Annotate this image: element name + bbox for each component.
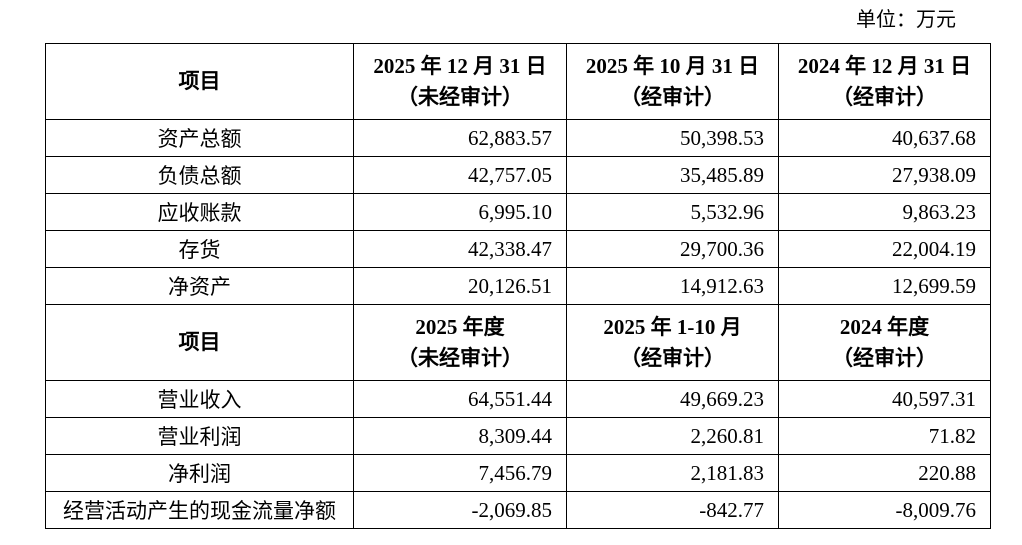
value-cell: 22,004.19 [778, 230, 991, 268]
value-cell: 40,597.31 [778, 380, 991, 418]
table-row-total-liabilities: 负债总额 42,757.05 35,485.89 27,938.09 [45, 156, 991, 194]
value-cell: 6,995.10 [353, 193, 567, 231]
value-cell: 62,883.57 [353, 119, 567, 157]
section1-col2-header-cell: 2025 年 10 月 31 日 （经审计） [566, 43, 779, 120]
period-label: 2025 年 1-10 月 [603, 314, 742, 339]
audit-status-label: （未经审计） [397, 345, 523, 370]
section1-item-header-cell: 项目 [45, 43, 354, 120]
audit-status-label: （未经审计） [397, 84, 523, 109]
value-cell: 64,551.44 [353, 380, 567, 418]
audit-status-label: （经审计） [832, 345, 937, 370]
table-row-net-operating-cash-flow: 经营活动产生的现金流量净额 -2,069.85 -842.77 -8,009.7… [45, 491, 991, 529]
row-label-cell: 净利润 [45, 454, 354, 492]
value-cell: 2,260.81 [566, 417, 779, 455]
value-cell: 7,456.79 [353, 454, 567, 492]
section2-col3-header-cell: 2024 年度 （经审计） [778, 304, 991, 381]
value-cell: 27,938.09 [778, 156, 991, 194]
unit-label: 单位：万元 [856, 9, 956, 31]
value-cell: 50,398.53 [566, 119, 779, 157]
row-label-cell: 净资产 [45, 267, 354, 305]
value-cell: 8,309.44 [353, 417, 567, 455]
value-cell: 9,863.23 [778, 193, 991, 231]
financial-summary-table: 项目 2025 年 12 月 31 日 （未经审计） 2025 年 10 月 3… [45, 43, 991, 529]
value-cell: -8,009.76 [778, 491, 991, 529]
value-cell: 42,757.05 [353, 156, 567, 194]
section1-col1-header-cell: 2025 年 12 月 31 日 （未经审计） [353, 43, 567, 120]
value-cell: 2,181.83 [566, 454, 779, 492]
value-cell: 220.88 [778, 454, 991, 492]
value-cell: 5,532.96 [566, 193, 779, 231]
period-label: 2025 年度 [415, 314, 505, 339]
period-label: 2024 年度 [839, 314, 930, 339]
section2-header-row: 项目 2025 年度 （未经审计） 2025 年 1-10 月 （经审计） 20… [45, 304, 991, 381]
table-row-total-assets: 资产总额 62,883.57 50,398.53 40,637.68 [45, 119, 991, 157]
value-cell: 71.82 [778, 417, 991, 455]
row-label-cell: 存货 [45, 230, 354, 268]
section1-col3-header-cell: 2024 年 12 月 31 日 （经审计） [778, 43, 991, 120]
table-row-operating-revenue: 营业收入 64,551.44 49,669.23 40,597.31 [45, 380, 991, 418]
value-cell: 49,669.23 [566, 380, 779, 418]
value-cell: 29,700.36 [566, 230, 779, 268]
row-label-cell: 应收账款 [45, 193, 354, 231]
row-label-cell: 经营活动产生的现金流量净额 [45, 491, 354, 529]
table-row-net-profit: 净利润 7,456.79 2,181.83 220.88 [45, 454, 991, 492]
table-row-accounts-receivable: 应收账款 6,995.10 5,532.96 9,863.23 [45, 193, 991, 231]
value-cell: 20,126.51 [353, 267, 567, 305]
section2-col1-header-cell: 2025 年度 （未经审计） [353, 304, 567, 381]
audit-status-label: （经审计） [832, 84, 937, 109]
table-row-inventory: 存货 42,338.47 29,700.36 22,004.19 [45, 230, 991, 268]
value-cell: -2,069.85 [353, 491, 567, 529]
value-cell: -842.77 [566, 491, 779, 529]
table-row-operating-profit: 营业利润 8,309.44 2,260.81 71.82 [45, 417, 991, 455]
period-label: 2025 年 12 月 31 日 [373, 53, 547, 78]
row-label-cell: 资产总额 [45, 119, 354, 157]
audit-status-label: （经审计） [620, 84, 725, 109]
section2-item-header-cell: 项目 [45, 304, 354, 381]
item-header-label: 项目 [178, 330, 221, 354]
value-cell: 35,485.89 [566, 156, 779, 194]
audit-status-label: （经审计） [620, 345, 725, 370]
value-cell: 14,912.63 [566, 267, 779, 305]
table-row-net-assets: 净资产 20,126.51 14,912.63 12,699.59 [45, 267, 991, 305]
value-cell: 42,338.47 [353, 230, 567, 268]
section2-col2-header-cell: 2025 年 1-10 月 （经审计） [566, 304, 779, 381]
section1-header-row: 项目 2025 年 12 月 31 日 （未经审计） 2025 年 10 月 3… [45, 43, 991, 120]
period-label: 2024 年 12 月 31 日 [797, 53, 972, 78]
value-cell: 40,637.68 [778, 119, 991, 157]
period-label: 2025 年 10 月 31 日 [585, 53, 760, 78]
value-cell: 12,699.59 [778, 267, 991, 305]
row-label-cell: 营业收入 [45, 380, 354, 418]
row-label-cell: 营业利润 [45, 417, 354, 455]
row-label-cell: 负债总额 [45, 156, 354, 194]
item-header-label: 项目 [178, 69, 221, 93]
